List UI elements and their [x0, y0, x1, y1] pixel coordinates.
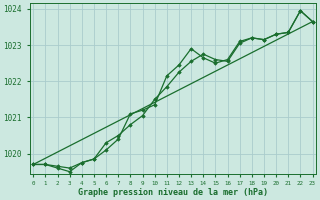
X-axis label: Graphe pression niveau de la mer (hPa): Graphe pression niveau de la mer (hPa): [78, 188, 268, 197]
